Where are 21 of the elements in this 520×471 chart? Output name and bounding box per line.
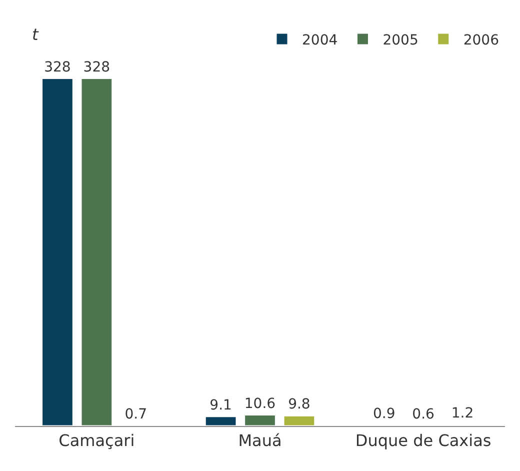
data-label: 0.9 (372, 406, 396, 422)
y-axis-title: t (32, 25, 39, 44)
legend-label: 2004 (302, 32, 338, 48)
x-tick-label: Duque de Caxias (355, 431, 492, 450)
data-label: 328 (44, 59, 71, 76)
legend-label: 2006 (463, 32, 500, 48)
bar (41, 78, 74, 426)
bar (204, 416, 238, 426)
bar (244, 414, 276, 426)
data-label: 9.8 (288, 396, 310, 413)
bar (80, 78, 114, 426)
legend-label: 2005 (382, 32, 418, 48)
data-label: 328 (83, 59, 110, 76)
x-tick-label: Camaçari (58, 431, 135, 450)
data-label: 9.1 (210, 397, 232, 414)
bar (282, 414, 316, 426)
data-label: 0.7 (124, 406, 148, 422)
data-label: 1.2 (451, 406, 474, 422)
data-label: 10.6 (244, 396, 276, 412)
data-label: 0.6 (412, 406, 435, 422)
x-tick-label: Mauá (238, 431, 282, 450)
